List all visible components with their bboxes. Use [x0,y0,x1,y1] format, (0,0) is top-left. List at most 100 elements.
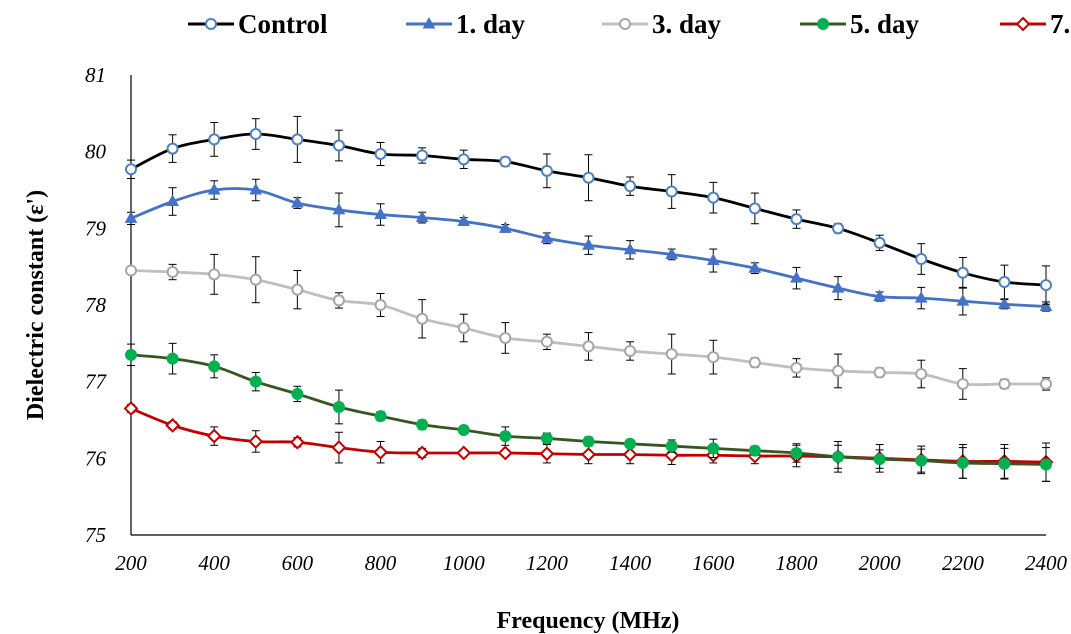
data-point [873,366,886,379]
data-point [457,322,470,334]
data-point [289,434,305,450]
x-tick-label: 2400 [1025,551,1068,575]
x-tick-label: 1400 [609,551,652,575]
data-point [873,453,886,466]
data-point [624,345,637,357]
x-tick-label: 800 [365,551,397,575]
x-tick-label: 1600 [692,551,735,575]
data-point [831,281,845,293]
data-point [665,348,678,361]
data-point [414,445,430,461]
data-point [582,435,595,448]
data-point [331,440,347,456]
data-point [1040,458,1052,471]
data-point [457,153,470,166]
data-point [540,231,554,243]
data-point [207,182,221,195]
data-point [208,268,221,281]
data-point [582,171,595,184]
data-point [622,447,638,462]
data-point [166,352,179,365]
data-point [790,271,803,283]
data-point [540,432,553,445]
legend-label: 7. day [1050,9,1071,39]
data-point [790,213,803,226]
data-point [873,289,886,302]
data-point [581,447,596,462]
data-point [707,442,720,455]
data-point [915,368,928,380]
x-tick-label: 2200 [942,551,985,575]
data-point [1040,377,1052,390]
data-point [291,387,304,400]
data-point [956,456,969,469]
x-tick-label: 600 [282,551,314,575]
data-point [248,434,264,449]
legend-label: 1. day [456,9,526,39]
legend-item: 7. day [1000,9,1071,39]
data-point [748,444,761,457]
data-point [1039,299,1053,312]
data-point [208,360,221,373]
data-point [998,377,1011,390]
data-point [125,264,137,277]
y-tick-label: 81 [85,63,106,87]
y-tick-label: 80 [85,140,107,164]
y-tick-label: 79 [85,216,107,240]
data-point [125,348,137,361]
data-point [249,128,262,141]
data-point [748,356,761,369]
data-point [206,428,222,444]
x-axis-ticks: 200 400 600 800 1000 1200 1400 1600 1800 2000 2200… [115,551,1067,575]
data-point [166,194,179,206]
data-point [665,185,678,198]
data-point [956,294,970,306]
data-point [332,400,345,413]
legend: Control 1. day 3. day 5. day 7. day [188,9,1071,39]
data-point [499,155,512,168]
data-point [374,147,387,160]
legend-label: 3. day [652,9,722,39]
x-tick-label: 1200 [526,551,569,575]
y-axis-title: Dielectric constant (ε') [23,190,49,420]
data-point [123,401,139,416]
x-tick-label: 400 [198,551,230,575]
legend-item: 5. day [800,9,920,39]
x-axis-title: Frequency (MHz) [497,608,680,634]
data-point [332,294,345,307]
data-point [166,266,179,279]
data-point [540,164,553,177]
data-point [832,450,845,463]
data-point [457,423,470,436]
x-tick-label: 1800 [775,551,818,575]
data-point [998,457,1011,470]
legend-marker [205,18,217,30]
x-tick-label: 2000 [859,551,902,575]
y-axis-ticks: 75 76 77 78 79 80 81 [85,63,108,547]
data-point [998,276,1011,288]
series-line [130,269,1046,387]
data-point [790,446,803,459]
legend-marker [422,16,436,29]
data-point [498,221,512,233]
plot-area [123,115,1054,482]
data-point [582,340,595,353]
series-5-day [125,342,1052,482]
data-point [332,139,345,152]
data-point [499,331,512,344]
legend-marker [817,18,829,30]
data-point [291,283,304,296]
data-point [499,430,512,443]
legend-label: Control [238,9,328,39]
data-point [998,297,1011,309]
data-point [790,361,803,374]
data-point [540,335,553,348]
data-point [373,444,388,460]
data-point [582,238,595,250]
data-point [165,417,181,433]
data-point [291,195,304,208]
y-tick-label: 76 [85,446,107,470]
data-point [624,437,637,450]
data-point [249,375,262,388]
data-point [707,191,720,204]
